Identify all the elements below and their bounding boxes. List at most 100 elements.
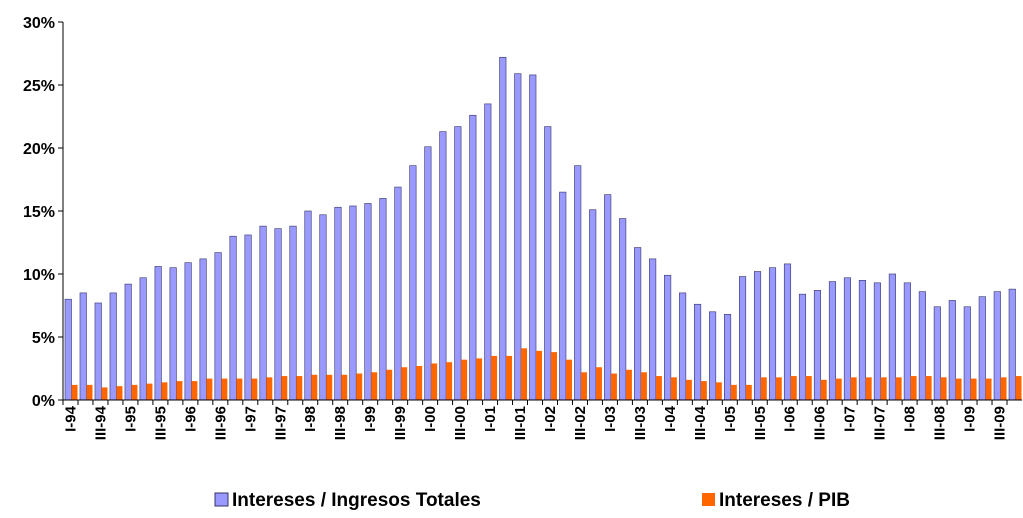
bar [888,273,896,401]
bar [873,282,881,401]
bar [191,381,198,400]
bar [296,376,303,400]
bar [326,374,333,400]
bar [775,377,782,400]
bar [1008,288,1016,401]
x-tick-label: I-94 [62,405,79,432]
x-tick-label: III-94 [92,405,109,440]
bar [244,234,252,401]
bar [574,165,582,401]
bar [131,384,138,400]
y-tick-label: 20% [23,141,55,158]
bar [798,293,807,401]
bar [925,376,932,400]
bar [124,283,132,401]
bar [664,274,672,401]
bar [940,377,947,400]
bar [679,292,687,401]
bar [730,384,737,400]
bar [101,387,108,400]
x-tick-label: III-09 [992,406,1009,440]
bar [116,386,123,400]
bar [349,205,357,401]
bar [700,381,707,400]
bar [828,281,837,401]
bar [506,355,513,400]
bar [416,365,423,400]
bar [970,378,977,400]
bar [910,376,917,400]
bar [484,103,492,401]
x-tick-label: III-06 [812,406,829,440]
x-tick-label: I-06 [782,406,799,432]
x-tick-label: III-00 [452,406,469,440]
bar [805,376,812,400]
y-tick-label: 5% [32,330,55,347]
bar [64,298,72,401]
y-tick-label: 0% [32,393,55,410]
bar [364,203,372,401]
y-tick-label: 15% [23,204,55,221]
x-tick-label: III-04 [692,405,709,440]
bar [499,56,507,401]
bar [559,191,567,401]
bar [229,235,237,401]
bar [334,206,342,401]
bar [1000,377,1007,400]
x-tick-label: I-04 [662,405,679,432]
legend-swatch [214,492,229,507]
bar [311,374,318,400]
bar [551,352,557,400]
bar [199,258,207,401]
bar [86,384,93,400]
bar [963,306,971,401]
x-tick-label: I-96 [182,406,199,432]
x-tick-label: III-07 [872,406,889,440]
x-tick-label: I-07 [842,406,859,432]
bar [895,377,902,400]
bar [319,214,327,401]
bar [843,277,851,401]
bar [753,271,762,401]
bar [903,282,911,401]
x-tick-label: III-08 [932,406,949,440]
bar [595,367,602,400]
bar [424,146,432,401]
bar [685,379,692,400]
x-tick-label: I-95 [122,406,139,432]
bar [139,277,147,401]
bar [169,267,177,401]
bar [865,377,872,400]
bar [94,302,102,401]
bar [655,376,662,400]
legend-label: Intereses / PIB [719,490,850,511]
bar [184,262,192,401]
y-tick-label: 30% [23,15,55,32]
x-tick-label: III-03 [632,406,649,440]
bar [356,373,363,400]
x-tick-label: III-01 [512,406,529,440]
bar [491,355,498,400]
bar [109,292,117,401]
bar [401,367,408,400]
x-tick-label: I-99 [362,406,379,432]
x-tick-label: III-98 [332,406,349,440]
bar [476,358,483,400]
bar [206,378,213,400]
x-tick-label: III-95 [152,406,169,440]
bar [580,372,587,400]
bar [783,263,792,401]
bar [146,383,153,400]
bar [544,126,552,401]
bar [649,258,657,401]
bar [214,252,222,401]
bar [446,362,453,400]
bar [514,73,522,401]
bar [304,210,312,401]
bar [738,276,747,401]
bar [371,372,378,400]
bar [918,291,926,401]
bar [394,186,402,401]
bar [409,165,417,401]
